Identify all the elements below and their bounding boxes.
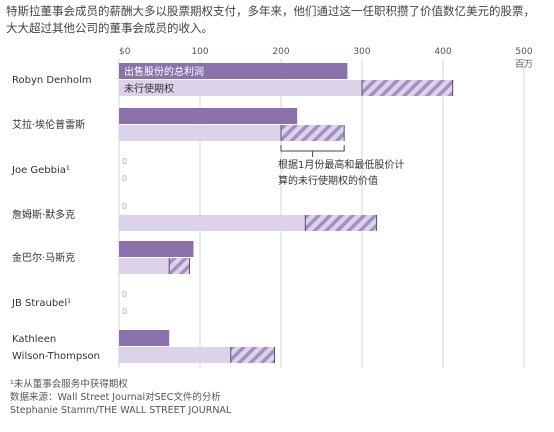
chart-subtitle: 特斯拉董事会成员的薪酬大多以股票期权支付，多年来，他们通过这一任职积攒了价值数亿… bbox=[6, 4, 535, 35]
category-label: 詹姆斯·默多克 bbox=[12, 208, 75, 221]
legend-unexercised: 未行使期权 bbox=[124, 82, 174, 95]
category-label: Kathleen bbox=[12, 334, 56, 345]
chart-notes: ¹未从董事会服务中获得期权 数据来源：Wall Street Journal对S… bbox=[10, 378, 231, 417]
unexercised-range-bar bbox=[281, 125, 345, 141]
unexercised-bar bbox=[119, 80, 362, 96]
unexercised-bar bbox=[119, 215, 306, 231]
legend-realized: 出售股份的总利润 bbox=[124, 65, 204, 78]
credit-note: Stephanie Stamm/THE WALL STREET JOURNAL bbox=[10, 405, 232, 416]
zero-label: 0 bbox=[122, 290, 127, 299]
x-tick-label: $0 bbox=[119, 47, 131, 57]
unexercised-range-bar bbox=[362, 80, 453, 96]
x-tick-label: 200 bbox=[272, 47, 289, 57]
unexercised-bar bbox=[119, 258, 170, 274]
unexercised-range-bar bbox=[169, 258, 190, 274]
realized-bar bbox=[119, 330, 170, 346]
x-tick-label: 400 bbox=[434, 47, 451, 57]
unexercised-bar bbox=[119, 347, 231, 363]
x-tick-label: 100 bbox=[191, 47, 208, 57]
category-label: Robyn Denholm bbox=[12, 75, 92, 86]
annotation-text: 算的未行使期权的价值 bbox=[278, 174, 378, 187]
unexercised-bar bbox=[119, 125, 281, 141]
unexercised-range-bar bbox=[305, 215, 377, 231]
source-note: 数据来源：Wall Street Journal对SEC文件的分析 bbox=[10, 392, 221, 403]
category-label: Wilson-Thompson bbox=[12, 351, 100, 362]
category-label: 艾拉·埃伦普雷斯 bbox=[12, 118, 85, 131]
x-tick-label: 300 bbox=[353, 47, 370, 57]
zero-label: 0 bbox=[122, 174, 127, 183]
x-tick-label: 500 bbox=[515, 47, 532, 57]
realized-bar bbox=[119, 63, 348, 79]
annotation-text: 根据1月份最高和最低股价计 bbox=[278, 158, 404, 171]
footnote: ¹未从董事会服务中获得期权 bbox=[10, 379, 128, 390]
category-label: 金巴尔·马斯克 bbox=[12, 251, 75, 264]
zero-label: 0 bbox=[122, 157, 127, 166]
category-label: Joe Gebbia¹ bbox=[11, 165, 70, 176]
realized-bar bbox=[119, 108, 298, 124]
category-label: JB Straubel¹ bbox=[11, 298, 71, 309]
realized-bar bbox=[119, 241, 194, 257]
unexercised-range-bar bbox=[230, 347, 275, 363]
annotation-bracket bbox=[280, 145, 345, 152]
x-unit-label: 百万 bbox=[515, 59, 533, 70]
zero-label: 0 bbox=[122, 202, 127, 211]
zero-label: 0 bbox=[122, 307, 127, 316]
